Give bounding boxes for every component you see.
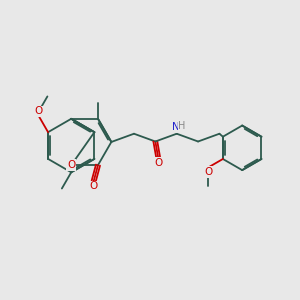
Text: O: O	[67, 160, 75, 170]
Text: N: N	[172, 122, 179, 133]
Text: O: O	[90, 182, 98, 191]
Text: O: O	[154, 158, 163, 168]
Text: O: O	[34, 106, 43, 116]
Text: H: H	[178, 121, 186, 131]
Text: O: O	[204, 167, 212, 177]
